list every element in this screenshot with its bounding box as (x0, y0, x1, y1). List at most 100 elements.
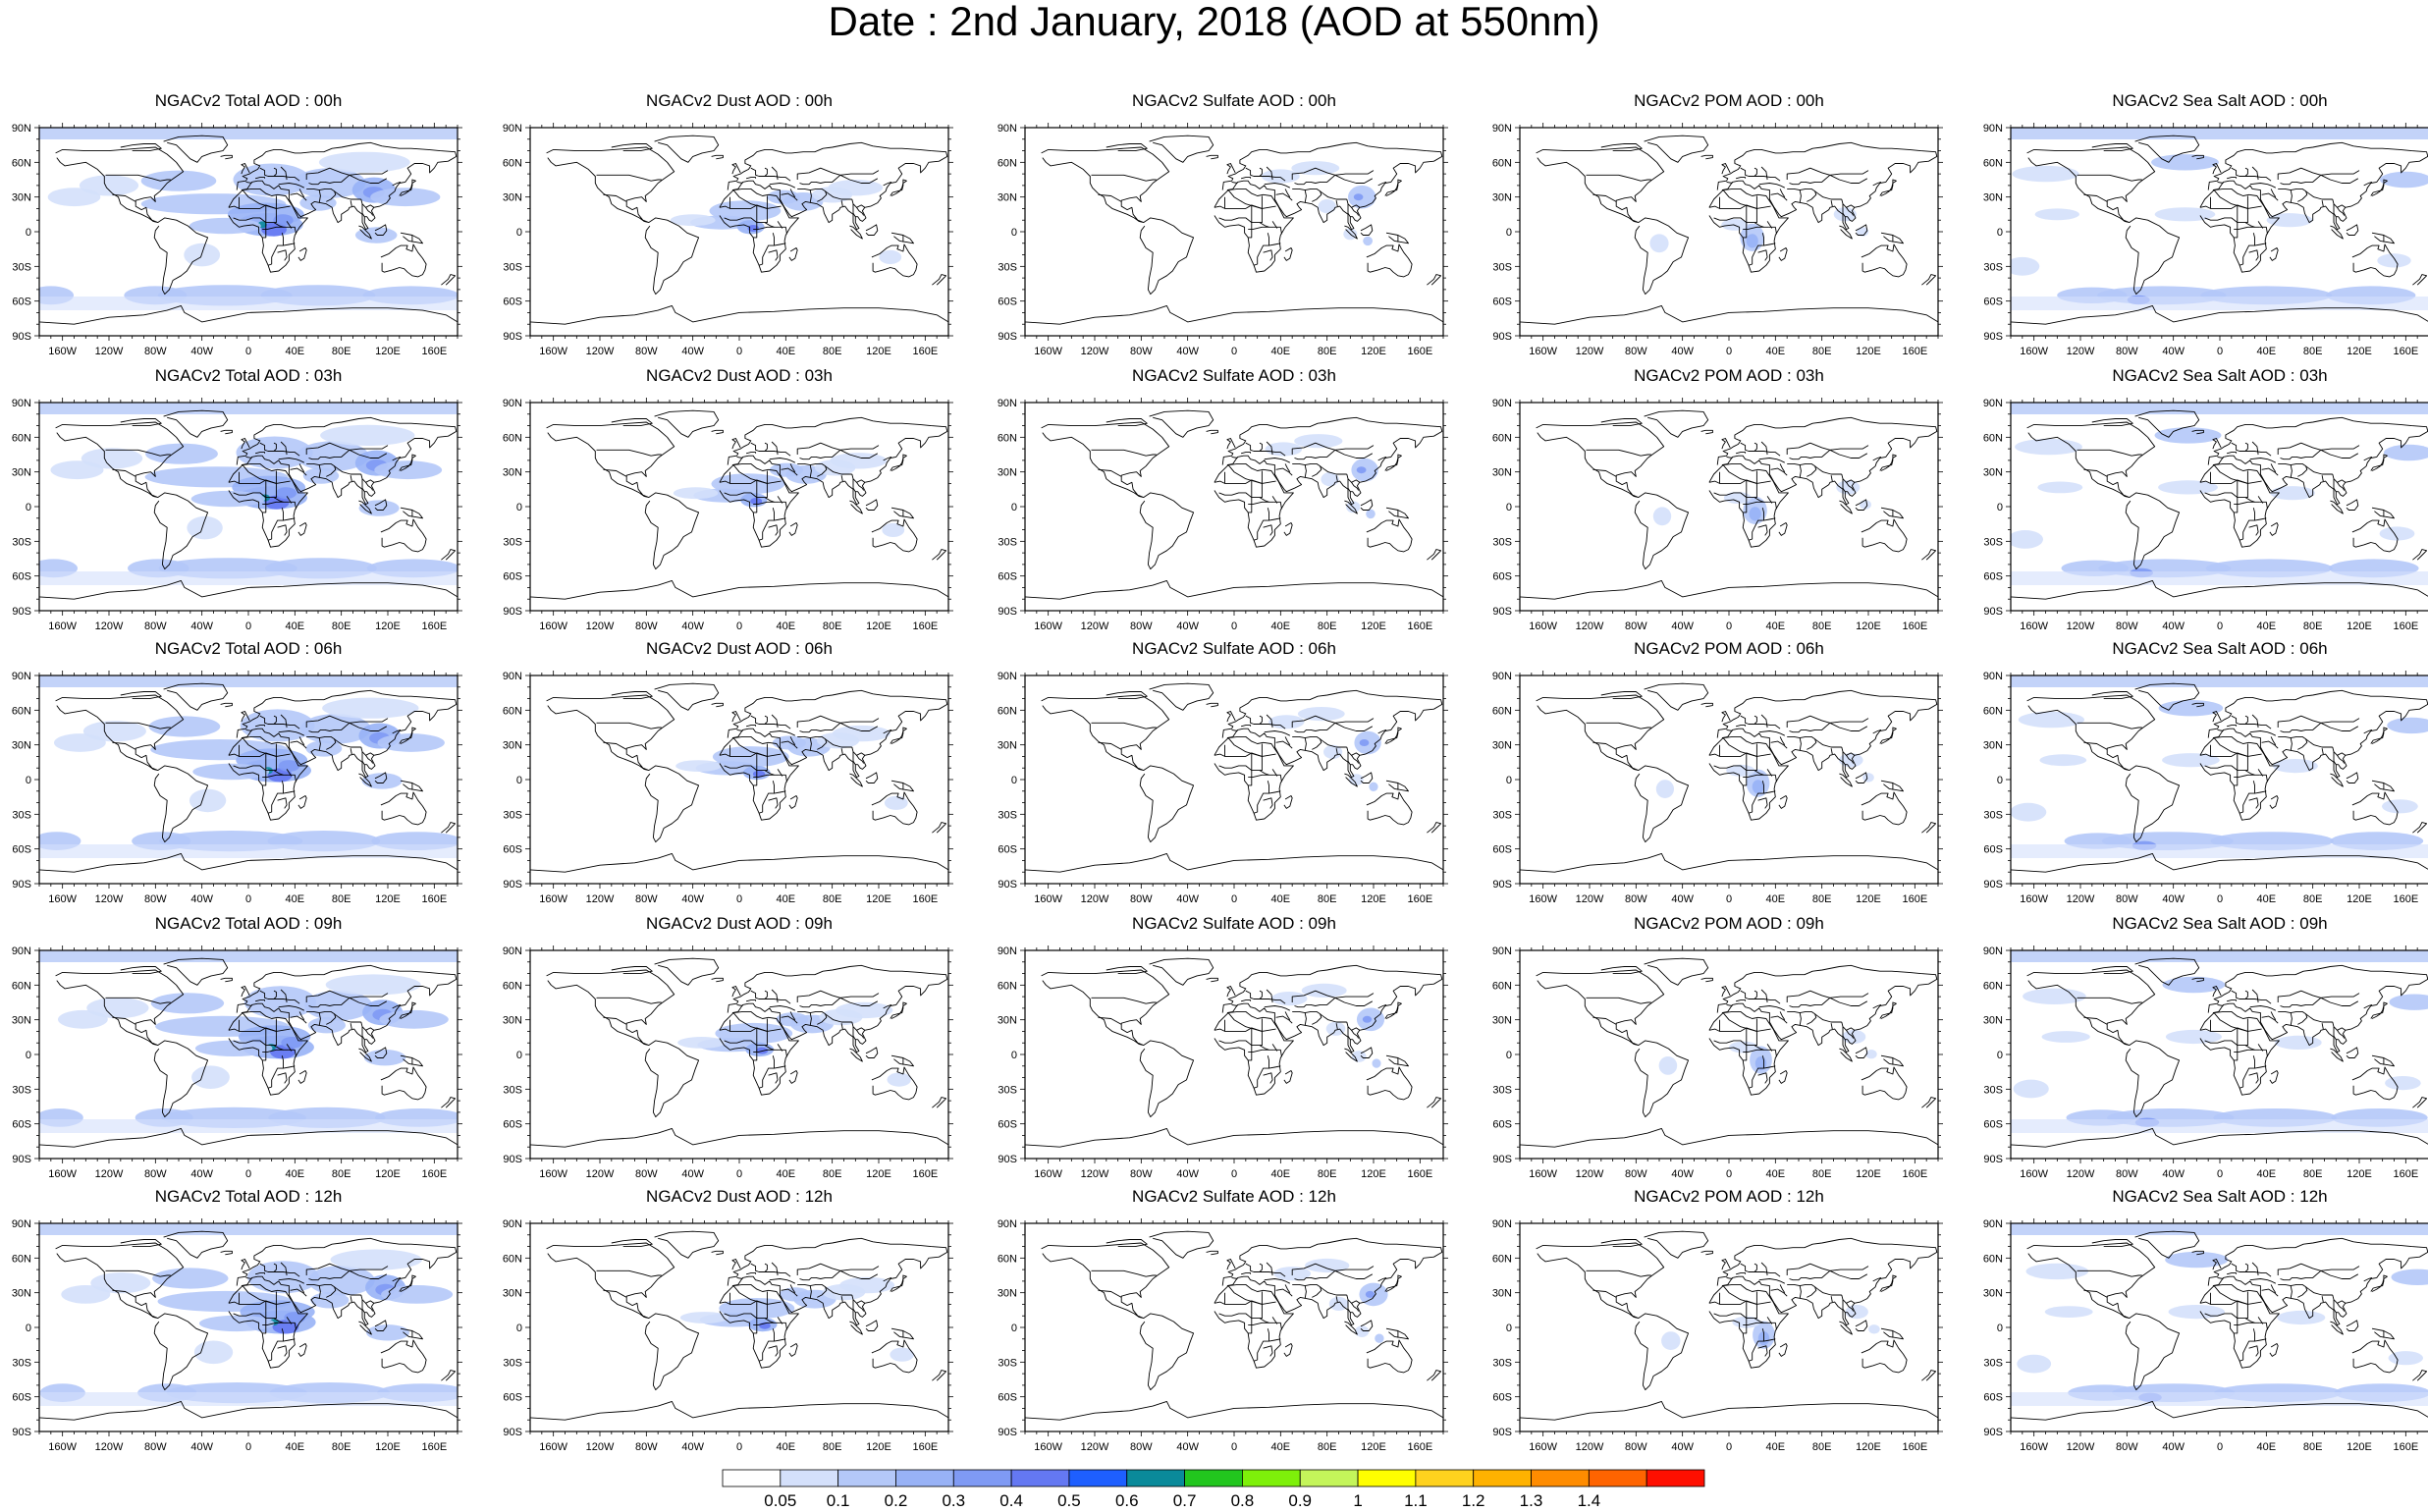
lat-tick-label: 60N (1492, 980, 1512, 992)
lon-tick-label: 80W (635, 893, 658, 905)
aod-patch (39, 1119, 458, 1133)
lat-tick-label: 60S (1492, 571, 1512, 583)
aod-patch (247, 1261, 319, 1294)
aod-patch (1305, 1258, 1350, 1273)
map-panel: NGACv2 Dust AOD : 00h 90N 60N 30N 0 30S 60S 90S… (491, 90, 982, 363)
coastlines (39, 135, 458, 325)
aod-patch (1749, 507, 1761, 521)
lat-tick-label: 30N (998, 1288, 1017, 1300)
lat-tick-label: 90N (503, 1218, 522, 1230)
lon-tick-label: 120W (586, 1168, 615, 1180)
lat-tick-label: 0 (26, 775, 31, 786)
lon-tick-label: 40E (1766, 893, 1786, 905)
aod-field (2011, 950, 2428, 1133)
lon-tick-label: 120W (1081, 893, 1109, 905)
aod-patch (1746, 234, 1758, 248)
aod-patch (679, 1312, 729, 1323)
colorbar-swatch (1473, 1469, 1532, 1487)
lat-tick-label: 0 (26, 502, 31, 513)
lon-tick-label: 80W (2116, 1168, 2138, 1180)
lon-tick-label: 80E (823, 1441, 842, 1453)
lon-tick-label: 40E (1271, 1168, 1291, 1180)
lat-tick-label: 90S (1983, 1154, 2003, 1165)
aod-patch (884, 795, 908, 810)
lat-tick-label: 90S (1983, 879, 2003, 891)
aod-map: 90N 60N 30N 0 30S 60S 90S 160W 120W 80W 40W 0 40E 80E… (12, 945, 462, 1180)
lon-tick-label: 0 (736, 621, 742, 632)
lon-tick-label: 0 (2217, 621, 2223, 632)
lat-tick-label: 60N (1492, 432, 1512, 444)
lat-tick-label: 30N (1492, 1288, 1512, 1300)
aod-patch (322, 697, 419, 719)
lon-tick-label: 160W (539, 1441, 567, 1453)
aod-patch (1862, 773, 1874, 783)
aod-patch (1362, 1015, 1373, 1023)
aod-patch (310, 1292, 350, 1309)
aod-patch (1366, 509, 1376, 519)
lon-tick-label: 80E (332, 621, 351, 632)
lat-tick-label: 60N (1492, 705, 1512, 717)
axis-ticks (1020, 1218, 1448, 1436)
lon-tick-label: 40E (1271, 1441, 1291, 1453)
colorbar-swatch (1242, 1469, 1301, 1487)
panel-title: NGACv2 Sea Salt AOD : 09h (2112, 914, 2328, 933)
axis-ticks (1020, 671, 1448, 889)
lon-tick-label: 120E (1361, 346, 1386, 357)
lat-tick-label: 90N (1492, 945, 1512, 957)
aod-patch (140, 170, 217, 191)
lon-tick-label: 120E (1856, 1441, 1881, 1453)
lon-tick-label: 40E (1271, 346, 1291, 357)
lat-tick-label: 90S (12, 1427, 31, 1438)
lon-tick-label: 120W (586, 1441, 615, 1453)
lon-tick-label: 160W (1529, 1441, 1557, 1453)
lon-tick-label: 40W (1176, 1441, 1199, 1453)
aod-patch (2275, 1035, 2322, 1050)
lon-tick-label: 160E (912, 346, 938, 357)
aod-patch (307, 1266, 375, 1296)
lat-tick-label: 30N (12, 1015, 31, 1027)
aod-map: 90N 60N 30N 0 30S 60S 90S 160W 120W 80W 40W 0 40E 80E… (503, 1218, 953, 1453)
aod-patch (278, 760, 300, 772)
aod-map: 90N 60N 30N 0 30S 60S 90S 160W 120W 80W 40W 0 40E 80E… (1492, 123, 1943, 357)
lon-tick-label: 80E (1318, 893, 1337, 905)
lat-tick-label: 30S (503, 536, 522, 548)
lon-tick-label: 80W (2116, 893, 2138, 905)
lon-tick-label: 160E (421, 1168, 447, 1180)
aod-patch (272, 1320, 299, 1334)
aod-patch (828, 180, 884, 196)
lat-tick-label: 0 (1011, 227, 1017, 239)
axis-ticks (1020, 123, 1448, 341)
lon-tick-label: 120E (866, 1441, 891, 1453)
lon-tick-label: 40W (2162, 621, 2185, 632)
lon-tick-label: 80E (332, 1168, 351, 1180)
lat-tick-label: 60S (503, 1119, 522, 1131)
aod-patch (673, 487, 719, 500)
panel-title: NGACv2 Total AOD : 00h (154, 91, 343, 110)
coastlines (2011, 682, 2428, 873)
colorbar-label: 0.5 (1057, 1491, 1081, 1510)
lat-tick-label: 90N (998, 123, 1017, 135)
lon-tick-label: 40W (1671, 1168, 1694, 1180)
aod-patch (363, 1050, 406, 1066)
aod-patch (366, 1324, 409, 1341)
lat-tick-label: 30S (1492, 1357, 1512, 1369)
lat-tick-label: 90S (12, 606, 31, 618)
aod-map: 90N 60N 30N 0 30S 60S 90S 160W 120W 80W 40W 0 40E 80E… (1492, 671, 1943, 905)
lon-tick-label: 40W (1671, 346, 1694, 357)
lat-tick-label: 60N (998, 432, 1017, 444)
lat-tick-label: 30S (12, 261, 31, 273)
lat-tick-label: 0 (516, 1323, 522, 1334)
lon-tick-label: 80E (1318, 1168, 1337, 1180)
aod-patch (2380, 171, 2428, 189)
lat-tick-label: 60N (1983, 432, 2003, 444)
aod-patch (2011, 950, 2428, 962)
aod-patch (299, 194, 337, 211)
lon-tick-label: 120W (586, 621, 615, 632)
aod-patch (2039, 754, 2087, 767)
lat-tick-label: 30N (1983, 740, 2003, 752)
lon-tick-label: 0 (1726, 1441, 1732, 1453)
lat-tick-label: 90N (1983, 945, 2003, 957)
lat-tick-label: 0 (516, 1050, 522, 1061)
aod-patch (2270, 486, 2315, 501)
lon-tick-label: 80E (2303, 893, 2323, 905)
